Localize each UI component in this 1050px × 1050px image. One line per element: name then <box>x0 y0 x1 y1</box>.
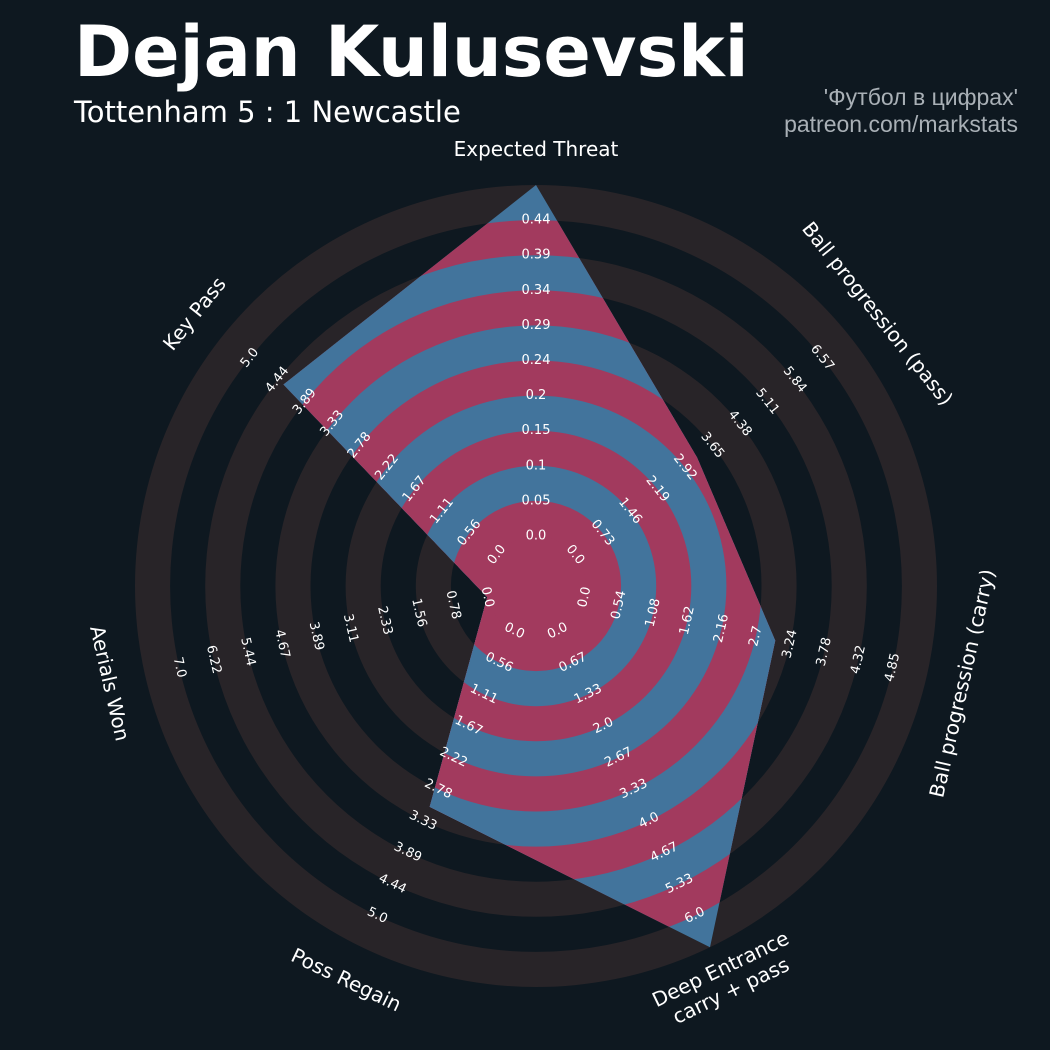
axis-label-text: Aerials Won <box>85 623 135 743</box>
axis-label-text: Expected Threat <box>454 137 619 161</box>
tick-label: 0.34 <box>522 283 551 298</box>
radar-band <box>486 536 586 636</box>
axis-label: Aerials Won <box>85 623 135 743</box>
player-name: Dejan Kulusevski <box>74 11 749 93</box>
tick-label: 0.1 <box>526 458 547 473</box>
tick-label: 2.33 <box>374 605 395 637</box>
tick-label: 4.32 <box>848 644 869 676</box>
tick-label: 7.0 <box>170 656 189 680</box>
tick-label: 0.0 <box>575 585 594 609</box>
tick-label: 3.11 <box>340 613 361 645</box>
tick-label: 2.7 <box>746 624 765 648</box>
tick-label: 4.67 <box>271 628 292 660</box>
tick-label: 0.15 <box>522 423 551 438</box>
match-score: Tottenham 5 : 1 Newcastle <box>74 95 461 129</box>
tick-label: 0.05 <box>522 493 551 508</box>
credit-url: patreon.com/markstats <box>784 111 1018 137</box>
tick-label: 6.22 <box>203 644 224 676</box>
tick-label: 1.62 <box>677 605 698 637</box>
tick-label: 0.54 <box>608 589 629 621</box>
tick-label: 0.2 <box>526 388 547 403</box>
tick-label: 2.16 <box>711 613 732 645</box>
tick-label: 0.24 <box>522 353 551 368</box>
tick-label: 0.44 <box>522 213 551 228</box>
tick-label: 0.0 <box>526 529 547 544</box>
tick-label: 1.08 <box>643 597 664 629</box>
axis-label: Expected Threat <box>454 137 619 161</box>
tick-label: 1.56 <box>408 597 429 629</box>
tick-label: 0.0 <box>478 585 497 609</box>
tick-label: 3.89 <box>306 620 327 652</box>
credit-label: 'Футбол в цифрах' <box>823 84 1018 110</box>
tick-label: 0.78 <box>442 589 463 621</box>
tick-label: 4.85 <box>882 652 903 684</box>
tick-label: 0.29 <box>522 318 551 333</box>
tick-label: 0.39 <box>522 248 551 263</box>
tick-label: 5.44 <box>237 636 258 668</box>
tick-label: 3.24 <box>780 628 801 660</box>
tick-label: 3.78 <box>814 636 835 668</box>
